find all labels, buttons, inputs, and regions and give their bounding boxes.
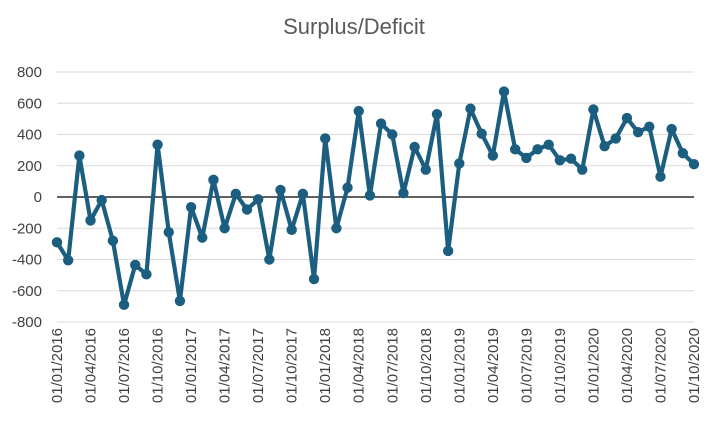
data-point [409,141,420,153]
y-tick-label: 400 [17,127,42,144]
data-point [208,174,219,186]
data-point [152,139,163,150]
data-point [197,232,208,243]
x-tick-label: 01/04/2019 [485,328,502,403]
x-tick-label: 01/01/2016 [49,328,66,403]
data-point [677,148,689,159]
data-point [532,144,543,155]
y-tick-label: 600 [17,95,42,112]
series-line [54,89,697,307]
x-tick-label: 01/01/2020 [585,328,602,403]
data-point [364,190,376,201]
data-point [297,188,309,200]
data-point [565,153,577,164]
data-point [454,158,465,169]
x-tick-label: 01/07/2016 [116,328,133,403]
data-point [62,255,74,266]
x-tick-label: 01/10/2016 [150,328,167,403]
x-tick-label: 01/01/2019 [451,328,468,403]
x-tick-label: 01/10/2018 [418,328,435,403]
data-point [621,112,633,124]
y-tick-label: -400 [12,252,42,269]
data-point [420,164,431,175]
data-point [543,139,554,150]
data-point [521,152,532,164]
y-tick-label: -600 [12,283,42,300]
data-point [107,235,119,246]
data-point [599,141,610,152]
chart-title: Surplus/Deficit [283,14,425,39]
data-point [241,204,253,215]
y-tick-label: 800 [17,64,42,81]
data-point [644,121,655,132]
data-point [118,299,130,311]
data-point [331,223,342,234]
data-point [163,226,174,238]
y-tick-label: -200 [12,220,42,237]
data-point [320,133,331,144]
data-point [431,108,443,120]
x-tick-label: 01/04/2020 [619,328,636,403]
data-point [141,269,152,280]
x-tick-label: 01/07/2019 [518,328,535,403]
data-point [174,295,186,307]
data-point [264,254,275,265]
data-point [252,194,264,205]
data-point [554,155,566,166]
data-point [387,129,398,140]
data-point [509,144,521,155]
data-point [610,133,621,144]
data-point [398,187,409,199]
data-point [219,223,230,234]
data-point [465,103,476,114]
data-point [308,273,320,285]
data-point [96,194,107,206]
data-point [588,104,599,115]
data-point [442,245,454,257]
x-tick-label: 01/04/2017 [217,328,234,403]
x-tick-label: 01/04/2016 [83,328,100,403]
data-point [476,128,487,139]
data-point [51,237,63,248]
data-point [487,150,499,161]
x-tick-label: 01/01/2017 [183,328,200,403]
x-tick-label: 01/10/2020 [686,328,703,403]
data-point [375,118,387,129]
data-point [498,86,510,97]
data-point [577,164,588,175]
x-tick-label: 01/07/2020 [652,328,669,403]
x-tick-label: 01/10/2017 [284,328,301,403]
data-point [230,188,242,200]
y-tick-label: 200 [17,158,42,175]
data-point [275,184,286,196]
data-point [74,150,85,161]
data-point [353,105,364,117]
data-point [185,201,197,213]
data-point [666,123,677,135]
data-point [632,126,644,138]
y-tick-label: -800 [12,314,42,331]
data-point [655,171,666,182]
data-point [85,215,96,226]
x-tick-label: 01/01/2018 [317,328,334,403]
data-point [342,182,353,193]
data-point [130,259,141,271]
x-tick-label: 01/07/2017 [250,328,267,403]
x-tick-label: 01/10/2019 [552,328,569,403]
y-tick-label: 0 [34,189,42,206]
data-point [688,158,700,170]
x-tick-label: 01/07/2018 [384,328,401,403]
data-point [286,224,297,236]
x-tick-label: 01/04/2018 [351,328,368,403]
